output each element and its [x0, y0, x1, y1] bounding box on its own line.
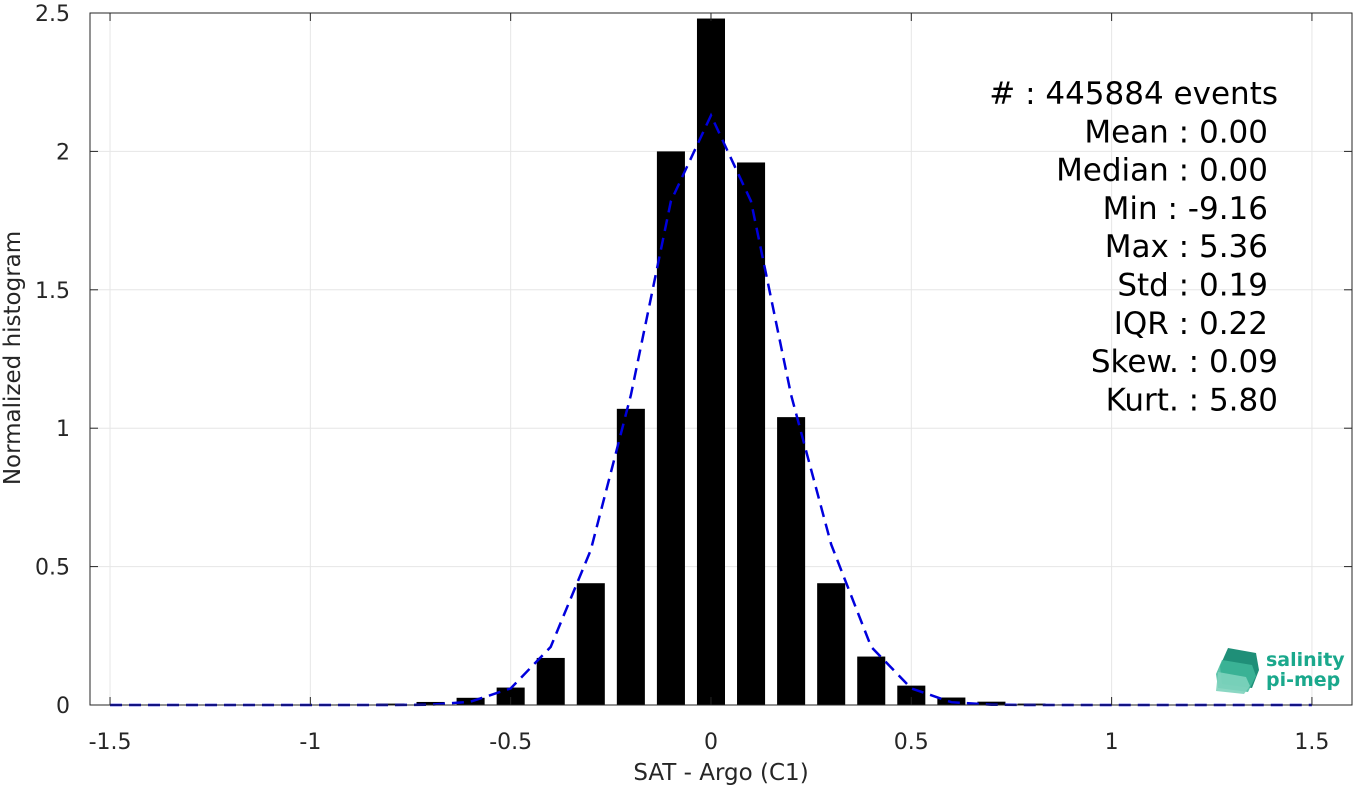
histogram-bar [376, 703, 405, 705]
stat-line: Mean : 0.00 [1084, 114, 1268, 150]
histogram-bar [416, 701, 445, 705]
histogram-bar [977, 701, 1006, 705]
histogram-bar [777, 417, 806, 705]
y-tick-label: 1 [56, 417, 70, 442]
x-tick-label: -1 [299, 730, 321, 755]
stat-line: Median : 0.00 [1056, 153, 1268, 189]
plot-frame [89, 12, 1353, 706]
logo-text-line1: salinity [1266, 649, 1345, 671]
histogram-bar [456, 697, 485, 705]
stat-line: Std : 0.19 [1117, 268, 1268, 304]
x-tick-label: -1.5 [89, 730, 132, 755]
histogram-bar [576, 583, 605, 705]
salinity-pimep-logo: salinity pi-mep [1216, 648, 1345, 694]
histogram-bar [817, 583, 846, 705]
x-tick-label: -0.5 [489, 730, 532, 755]
logo-text-line2: pi-mep [1266, 669, 1340, 691]
wave-logo-icon [1216, 648, 1259, 694]
x-tick-label: 0 [704, 730, 718, 755]
histogram-bar [696, 18, 726, 705]
x-axis-title: SAT - Argo (C1) [633, 760, 808, 786]
x-tick-label: 1 [1105, 730, 1119, 755]
stat-line: Max : 5.36 [1105, 229, 1268, 265]
ticks: -1.5 -1 -0.5 0 0.5 1 1.5 0 0.5 1 1.5 2 2.5 [35, 2, 1352, 755]
stat-line: Min : -9.16 [1103, 191, 1268, 227]
y-tick-label: 1.5 [35, 279, 70, 304]
histogram-bar [656, 151, 685, 705]
stat-line: Kurt. : 5.80 [1106, 382, 1278, 418]
histogram-bar [536, 657, 565, 705]
stat-line: Skew. : 0.09 [1091, 344, 1278, 380]
x-tick-label: 1.5 [1294, 730, 1329, 755]
y-tick-label: 2.5 [35, 2, 70, 27]
y-tick-label: 2 [56, 140, 70, 165]
y-axis-title: Normalized histogram [0, 231, 26, 485]
histogram-bar [616, 408, 645, 705]
stat-line: IQR : 0.22 [1114, 306, 1268, 342]
y-tick-label: 0.5 [35, 556, 70, 581]
histogram-bar [737, 162, 766, 706]
y-tick-label: 0 [56, 694, 70, 719]
histogram-bar [857, 656, 886, 705]
stat-line: # : 445884 events [989, 76, 1278, 112]
histogram-bar [496, 687, 525, 705]
x-tick-label: 0.5 [894, 730, 929, 755]
